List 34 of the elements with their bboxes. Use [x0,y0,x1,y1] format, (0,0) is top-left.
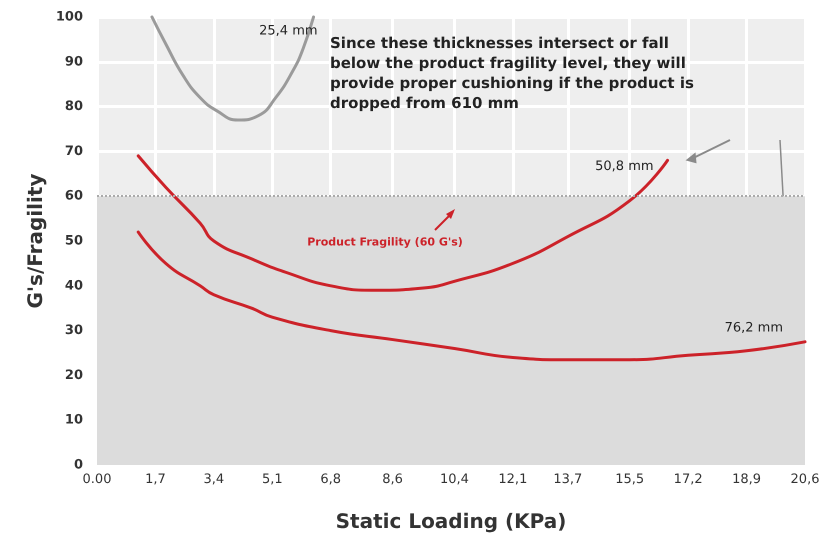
x-tick-label: 3,4 [204,472,224,487]
y-tick-label: 60 [64,188,83,204]
line-series [136,230,806,362]
series-label: 25,4 mm [259,24,318,38]
y-tick-label: 90 [64,54,83,70]
y-tick-label: 80 [64,99,83,114]
x-tick-label: 10,4 [440,472,469,487]
y-tick-label: 0 [74,458,83,472]
x-tick-label: 1,7 [145,472,166,487]
x-tick-label: 5,1 [262,472,283,487]
x-tick-label: 18,9 [732,472,762,487]
x-tick-label: 12,1 [498,472,528,487]
y-tick-label: 40 [64,278,83,294]
y-tick-label: 70 [64,144,83,159]
line-series [150,16,316,122]
x-tick-label: 13,7 [553,472,582,487]
x-tick-label: 8,6 [382,472,403,487]
line-series [136,154,670,292]
y-tick-label: 10 [64,412,83,428]
y-tick-label: 100 [56,10,83,24]
y-tick-label: 20 [64,368,83,383]
x-tick-label: 6,8 [320,472,342,487]
x-tick-label: 17,2 [674,472,703,487]
annotation: Product Fragility (60 G's) [307,236,463,248]
y-tick-label: 50 [64,234,83,248]
x-tick-label: 20,6 [790,472,820,487]
x-axis-title: Static Loading (KPa) [336,509,566,533]
y-axis-title: G's/Fragility [22,174,47,308]
series-label: 50,8 mm [595,158,654,174]
x-tick-label: 0.00 [82,472,112,487]
series-label: 76,2 mm [724,320,783,336]
annotation: Since these thicknesses intersect or fall below the product fragility level, they will provide proper cushioning if the product is dropped from 610 mm [330,34,700,112]
y-tick-label: 30 [64,323,83,338]
x-tick-label: 15,5 [615,472,644,487]
